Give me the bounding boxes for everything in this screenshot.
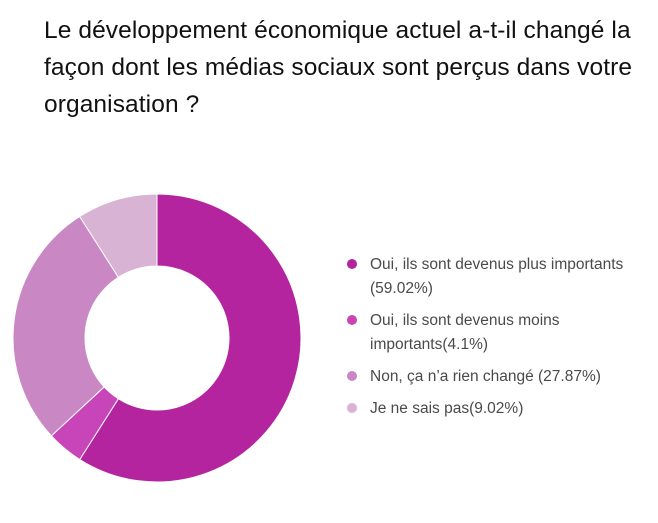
legend-item-plus-importants: Oui, ils sont devenus plus importants (5… bbox=[347, 253, 655, 301]
legend-item-ne-sais-pas: Je ne sais pas(9.02%) bbox=[347, 397, 655, 421]
legend-item-moins-importants: Oui, ils sont devenus moins importants(4… bbox=[347, 309, 655, 357]
legend-label: Oui, ils sont devenus moins importants(4… bbox=[370, 312, 560, 353]
slice-ne-sais-pas bbox=[79, 193, 158, 278]
slice-rien-change bbox=[12, 215, 120, 437]
legend-label: Oui, ils sont devenus plus importants (5… bbox=[370, 256, 624, 297]
chart-legend: Oui, ils sont devenus plus importants (5… bbox=[347, 253, 655, 429]
legend-swatch bbox=[347, 403, 357, 413]
legend-swatch bbox=[347, 259, 357, 269]
slice-plus-importants bbox=[79, 193, 302, 483]
chart-title: Le développement économique actuel a-t-i… bbox=[44, 17, 633, 118]
legend-label: Non, ça n’a rien changé (27.87%) bbox=[370, 368, 601, 385]
legend-swatch bbox=[347, 315, 357, 325]
legend-item-rien-change: Non, ça n’a rien changé (27.87%) bbox=[347, 365, 655, 389]
legend-label: Je ne sais pas(9.02%) bbox=[370, 400, 524, 417]
legend-swatch bbox=[347, 371, 357, 381]
